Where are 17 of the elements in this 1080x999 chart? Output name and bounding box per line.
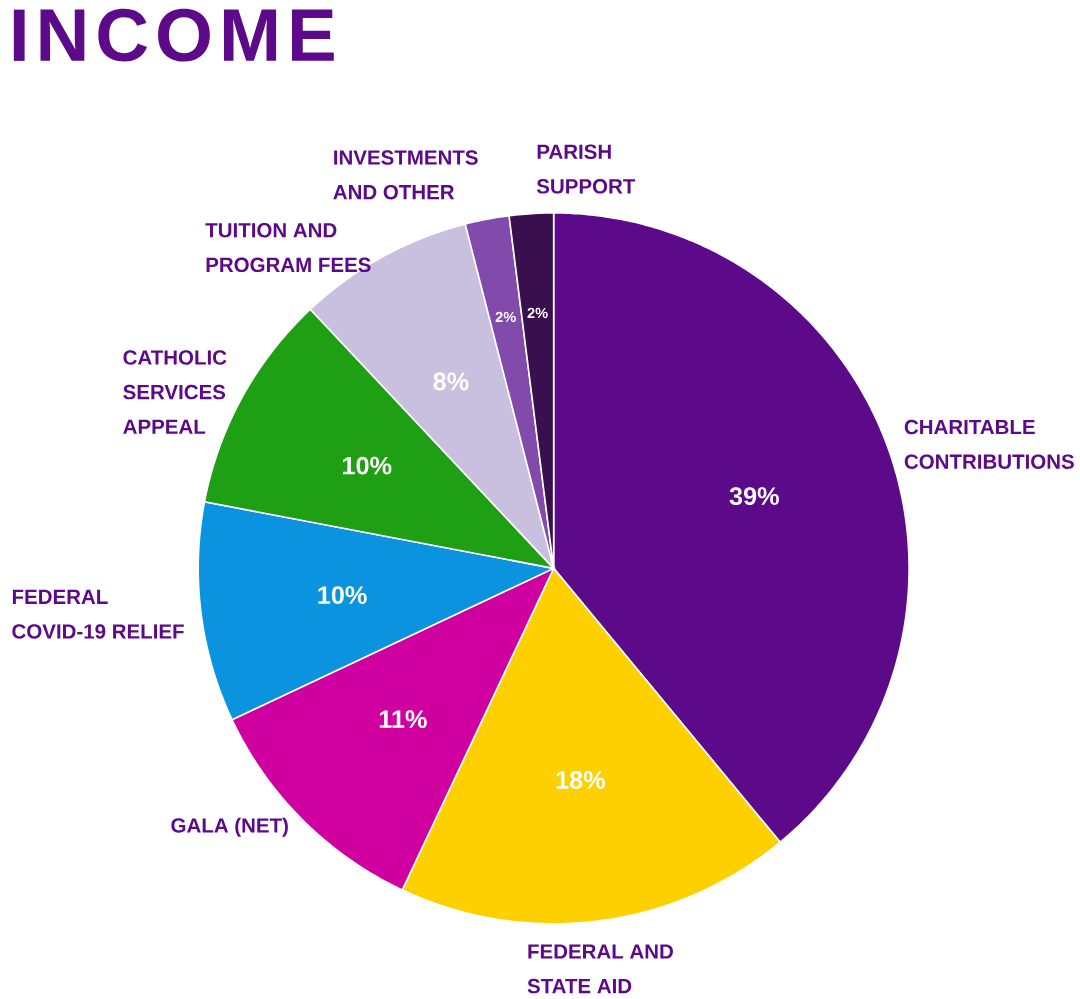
slice-label: CHARITABLE CONTRIBUTIONS	[904, 419, 1074, 470]
data-label: 18%	[556, 771, 606, 790]
slice-label: CATHOLIC SERVICES APPEAL	[123, 350, 227, 434]
slice-label: FEDERAL AND STATE AID	[527, 944, 673, 994]
chart-title: INCOME	[13, 9, 334, 62]
data-label: 10%	[343, 456, 392, 475]
data-label: 39%	[729, 487, 779, 506]
slice-label: GALA (NET)	[171, 817, 288, 837]
slice-label: TUITION AND PROGRAM FEES	[205, 223, 371, 273]
slice-label: INVESTMENTS AND OTHER	[333, 150, 478, 200]
slice-label: PARISH SUPPORT	[536, 144, 636, 194]
data-label: 10%	[318, 586, 367, 605]
data-label: 8%	[433, 372, 469, 391]
data-label: 2%	[495, 311, 516, 323]
data-label: 11%	[379, 710, 427, 729]
data-label: 2%	[527, 307, 548, 319]
slice-label: FEDERAL COVID-19 RELIEF	[12, 589, 184, 639]
